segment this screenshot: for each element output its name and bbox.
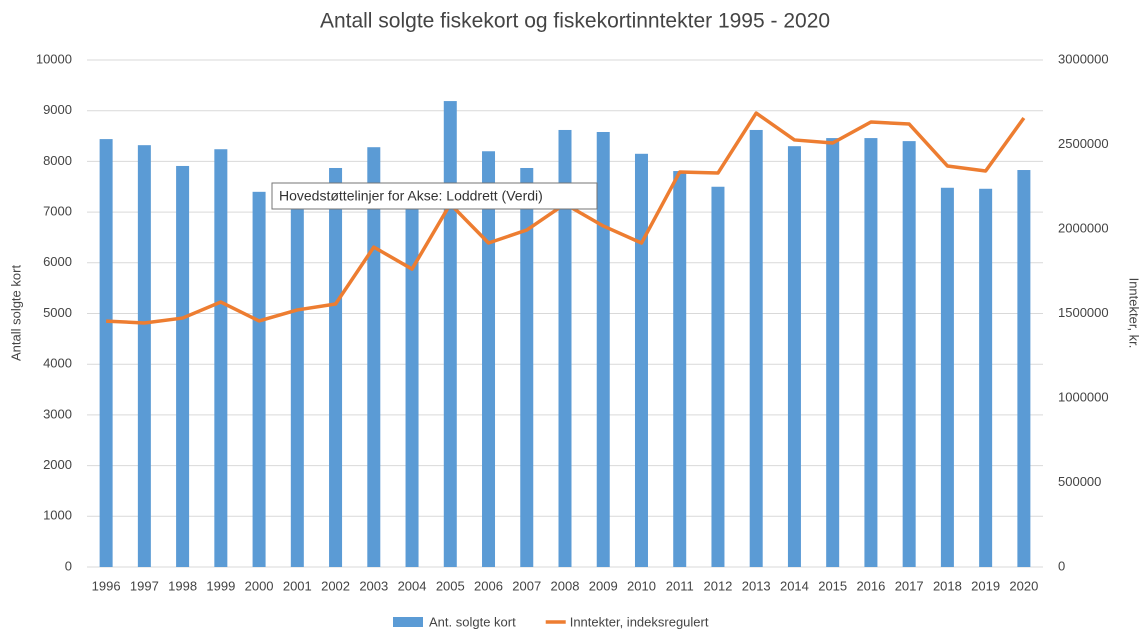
y-axis-label: Antall solgte kort [8, 265, 23, 361]
tooltip-text: Hovedstøttelinjer for Akse: Loddrett (Ve… [279, 188, 543, 204]
y-tick-label: 7000 [43, 204, 72, 219]
y2-tick-label: 0 [1058, 558, 1065, 573]
y-tick-label: 1000 [43, 508, 72, 523]
bar [826, 138, 840, 567]
bar [137, 145, 151, 567]
x-tick-label: 2009 [589, 578, 618, 593]
bar [787, 146, 801, 567]
y2-tick-label: 1000000 [1058, 389, 1109, 404]
y2-tick-label: 500000 [1058, 474, 1101, 489]
x-tick-label: 2001 [283, 578, 312, 593]
bar [558, 129, 572, 567]
chart-title: Antall solgte fiskekort og fiskekortinnt… [320, 10, 830, 33]
y-tick-label: 8000 [43, 153, 72, 168]
x-tick-label: 2015 [818, 578, 847, 593]
x-tick-label: 2008 [551, 578, 580, 593]
bar [673, 171, 687, 567]
x-tick-label: 2006 [474, 578, 503, 593]
y2-tick-label: 1500000 [1058, 305, 1109, 320]
bar [864, 138, 878, 567]
y2-tick-label: 3000000 [1058, 51, 1109, 66]
x-tick-label: 2012 [703, 578, 732, 593]
bar [443, 101, 457, 567]
bar [520, 167, 534, 567]
y-tick-label: 0 [65, 558, 72, 573]
tooltip-box [271, 182, 598, 210]
bar [176, 165, 190, 567]
y-tick-label: 5000 [43, 305, 72, 320]
bar [902, 141, 916, 567]
bar [482, 151, 496, 567]
bar [329, 167, 343, 567]
bar [940, 187, 954, 567]
x-tick-label: 1998 [168, 578, 197, 593]
y-tick-label: 4000 [43, 356, 72, 371]
bar [252, 191, 266, 567]
bar [1017, 170, 1031, 568]
x-tick-label: 2013 [742, 578, 771, 593]
legend-label: Ant. solgte kort [429, 614, 516, 629]
bar [979, 188, 993, 567]
y-tick-label: 9000 [43, 102, 72, 117]
x-tick-label: 2018 [933, 578, 962, 593]
x-tick-label: 2010 [627, 578, 656, 593]
x-tick-label: 2011 [666, 578, 694, 593]
bar [405, 201, 419, 567]
x-tick-label: 2020 [1009, 578, 1038, 593]
bar [634, 153, 648, 568]
bar [596, 131, 610, 567]
x-tick-label: 2017 [895, 578, 924, 593]
y-tick-label: 6000 [43, 254, 72, 269]
y2-tick-label: 2000000 [1058, 220, 1109, 235]
bar [214, 149, 228, 567]
bar [749, 129, 763, 567]
x-tick-label: 2005 [436, 578, 465, 593]
bar [290, 207, 304, 567]
bar [367, 147, 381, 568]
legend-swatch [393, 617, 423, 627]
y-tick-label: 3000 [43, 406, 72, 421]
x-tick-label: 2004 [398, 578, 427, 593]
x-tick-label: 2007 [512, 578, 541, 593]
x-tick-label: 2003 [359, 578, 388, 593]
y2-tick-label: 2500000 [1058, 136, 1109, 151]
x-tick-label: 2016 [856, 578, 885, 593]
x-tick-label: 2002 [321, 578, 350, 593]
x-tick-label: 1996 [92, 578, 121, 593]
y2-axis-label: Inntekter, kr. [1127, 278, 1141, 349]
x-tick-label: 2014 [780, 578, 809, 593]
x-tick-label: 2000 [245, 578, 274, 593]
x-tick-label: 1997 [130, 578, 159, 593]
y-tick-label: 10000 [36, 51, 72, 66]
x-tick-label: 2019 [971, 578, 1000, 593]
bar [99, 139, 113, 568]
x-tick-label: 1999 [206, 578, 235, 593]
legend-label: Inntekter, indeksregulert [570, 614, 709, 629]
y-tick-label: 2000 [43, 457, 72, 472]
bar [711, 186, 725, 567]
